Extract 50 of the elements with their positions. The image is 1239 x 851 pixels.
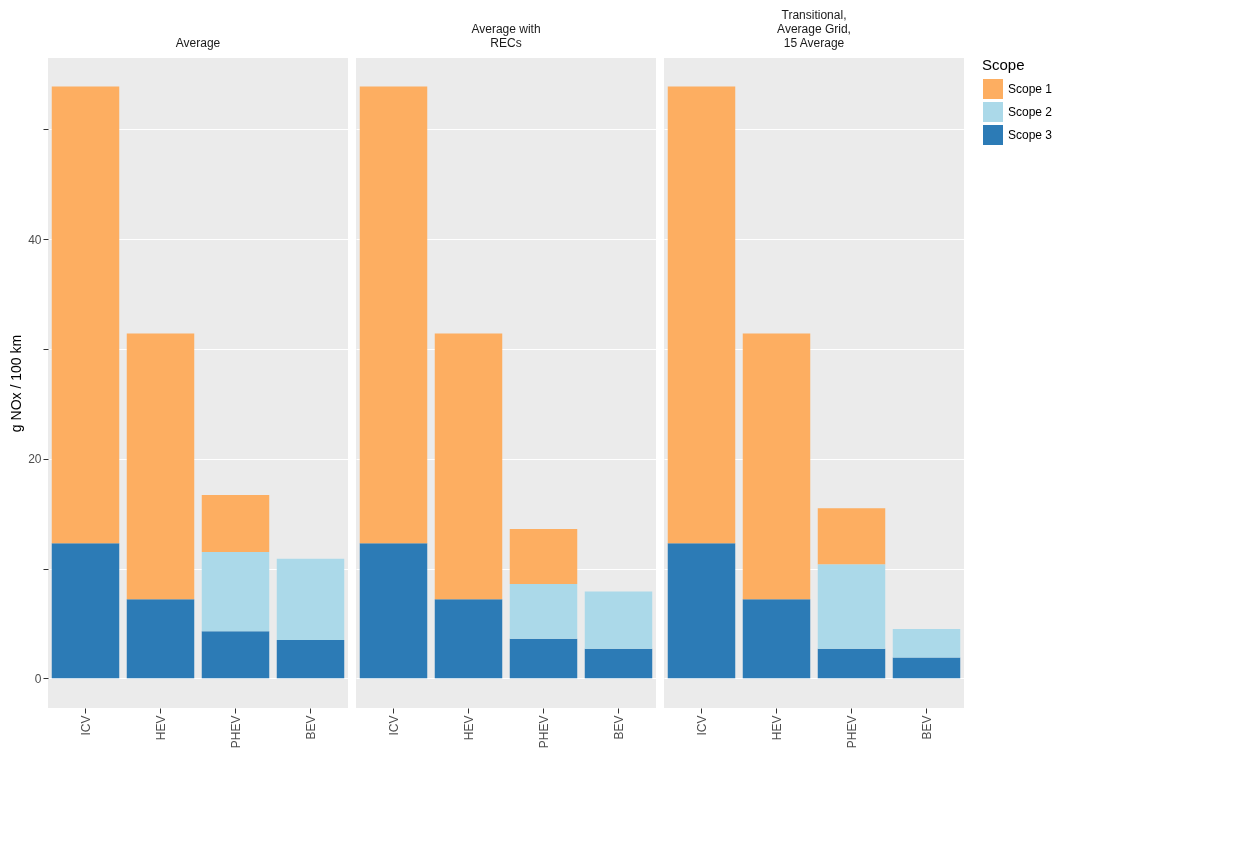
x-tick-label: HEV (769, 715, 784, 741)
y-tick-label: 40 (28, 232, 42, 247)
bar (276, 558, 345, 640)
bar (51, 543, 120, 679)
bar (126, 599, 195, 679)
bar (817, 648, 886, 679)
bar (201, 631, 270, 679)
x-tick-label: BEV (303, 715, 318, 740)
bar (51, 86, 120, 544)
bar (359, 543, 428, 679)
bar (359, 86, 428, 544)
legend-label: Scope 1 (1008, 82, 1053, 96)
x-tick-label: PHEV (536, 715, 551, 749)
y-axis-title: g NOx / 100 km (8, 334, 25, 433)
bar (276, 639, 345, 679)
legend-label: Scope 3 (1008, 128, 1053, 142)
legend-label: Scope 2 (1008, 105, 1053, 119)
chart-title: Transitional, Average Grid, 15 Average (777, 8, 851, 50)
bar (201, 552, 270, 632)
chart-title: Average with RECs (471, 22, 541, 50)
x-tick-label: PHEV (844, 715, 859, 749)
x-tick-label: BEV (611, 715, 626, 740)
y-tick-label: 20 (28, 452, 42, 467)
bar (509, 583, 578, 639)
bar (434, 333, 503, 600)
chart-title: Average (175, 36, 221, 50)
bar (201, 494, 270, 553)
x-tick-label: ICV (78, 715, 93, 736)
bar (742, 599, 811, 679)
bar (509, 529, 578, 584)
bar (817, 564, 886, 649)
bar (817, 508, 886, 565)
bar (434, 599, 503, 679)
bar (892, 657, 961, 679)
legend-title: Scope (982, 56, 1025, 73)
x-tick-label: HEV (461, 715, 476, 741)
bar (126, 333, 195, 600)
bar (584, 591, 653, 649)
bar (667, 543, 736, 679)
x-tick-label: BEV (919, 715, 934, 740)
x-tick-label: PHEV (228, 715, 243, 749)
y-tick-label: 0 (34, 671, 42, 686)
bar (742, 333, 811, 600)
x-tick-label: HEV (153, 715, 168, 741)
bar (667, 86, 736, 544)
x-tick-label: ICV (386, 715, 401, 736)
x-tick-label: ICV (694, 715, 709, 736)
bar (509, 638, 578, 679)
bar (892, 628, 961, 658)
bar (584, 648, 653, 679)
